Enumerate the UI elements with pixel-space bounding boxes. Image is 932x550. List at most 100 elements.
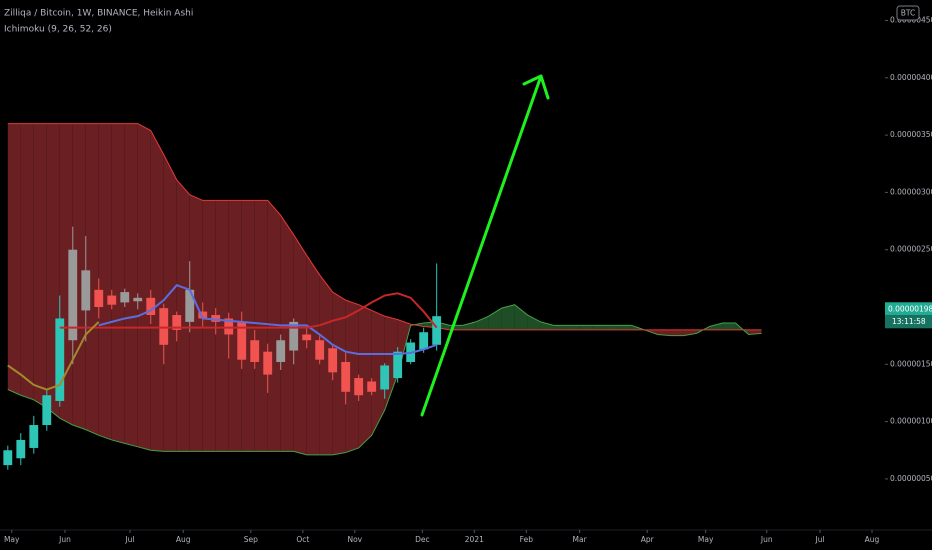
- cloud-segment: [592, 325, 606, 330]
- x-tick-label: 2021: [465, 535, 484, 544]
- candle-body: [302, 334, 312, 341]
- cloud-segment: [111, 123, 125, 444]
- candle-body: [55, 318, 65, 401]
- candle-body: [419, 332, 429, 350]
- x-tick-label: Jun: [760, 535, 773, 544]
- axes: 0.00000050 0.00000100 0.00000150 0.00000250…: [0, 16, 932, 544]
- currency-badge[interactable]: [896, 5, 920, 21]
- cloud-segment: [98, 123, 112, 440]
- y-tick-label: 0.00000300: [890, 187, 932, 196]
- x-tick-label: Jul: [814, 535, 824, 544]
- cloud-segment: [241, 200, 255, 452]
- cloud-segment: [85, 123, 99, 436]
- cloud-segment: [527, 315, 541, 330]
- candle-body: [393, 351, 403, 379]
- candle-body: [328, 348, 338, 373]
- cloud-segment: [540, 321, 554, 330]
- x-tick-label: Sep: [244, 535, 258, 544]
- candle-body: [146, 297, 156, 316]
- candle-body: [211, 315, 221, 322]
- cloud-segment: [319, 274, 333, 455]
- x-tick-label: May: [4, 535, 20, 544]
- candle-body: [237, 321, 247, 360]
- cloud-segment: [371, 310, 385, 436]
- cloud-segment: [553, 325, 567, 330]
- countdown-box: [885, 315, 932, 329]
- y-tick-label: 0.00000400: [890, 73, 932, 82]
- candle-body: [42, 395, 52, 426]
- last-price-label: 0.00000198: [888, 304, 932, 313]
- candle-body: [367, 381, 377, 392]
- trend-arrow: [420, 74, 543, 417]
- countdown-label: 13:11:58: [892, 317, 926, 326]
- cloud-segment: [33, 123, 47, 408]
- chart-title: Zilliqa / Bitcoin, 1W, BINANCE, Heikin A…: [4, 9, 193, 19]
- y-tick-label: 0.00000250: [890, 245, 932, 254]
- cloud-segment: [657, 329, 671, 336]
- cloud-segment: [722, 323, 736, 330]
- cloud-segment: [163, 154, 177, 452]
- cloud-segment: [462, 321, 476, 330]
- candle-body: [315, 340, 325, 360]
- candle-body: [276, 340, 286, 363]
- cloud-segment: [501, 304, 515, 330]
- cloud-segment: [579, 325, 593, 330]
- cloud-segment: [683, 329, 697, 336]
- x-tick-label: Apr: [641, 535, 655, 544]
- currency-label: BTC: [901, 9, 916, 18]
- cloud-segment: [306, 255, 320, 455]
- x-tick-label: May: [698, 535, 714, 544]
- candle-body: [432, 316, 442, 345]
- candle-body: [224, 318, 234, 335]
- x-tick-label: Jul: [124, 535, 134, 544]
- cloud-segment: [267, 200, 281, 452]
- y-tick-label: 0.00000100: [890, 417, 932, 426]
- cloud-segment: [514, 304, 528, 330]
- candle-body: [29, 425, 39, 448]
- candle-body: [16, 439, 26, 459]
- candle-body: [289, 321, 299, 351]
- ichimoku-line: [98, 284, 437, 355]
- y-tick-label: 0.00000350: [890, 130, 932, 139]
- x-tick-label: Feb: [520, 535, 534, 544]
- candle-body: [185, 289, 195, 322]
- x-tick-label: Jun: [58, 535, 71, 544]
- candle-body: [341, 362, 351, 392]
- cloud-segment: [345, 300, 359, 453]
- x-tick-label: Nov: [347, 535, 362, 544]
- cloud-segment: [280, 215, 294, 452]
- cloud-segment: [176, 179, 190, 452]
- x-tick-label: Dec: [415, 535, 430, 544]
- cloud-segment: [618, 325, 632, 330]
- candle-body: [250, 340, 260, 363]
- cloud-segment: [189, 194, 203, 452]
- indicator-label: Ichimoku (9, 26, 52, 26): [4, 25, 112, 35]
- candle-body: [263, 351, 273, 375]
- last-price-box: [885, 302, 932, 316]
- cloud-segment: [566, 325, 580, 330]
- candle-body: [107, 295, 117, 305]
- cloud-segment: [202, 200, 216, 452]
- y-tick-label: 0.00000150: [890, 359, 932, 368]
- cloud-segment: [475, 316, 489, 330]
- plot-area: [3, 123, 762, 470]
- candle-body: [159, 308, 169, 345]
- span-b-line: [7, 123, 762, 331]
- cloud-segment: [358, 304, 372, 448]
- cloud-segment: [709, 323, 723, 330]
- cloud-segment: [150, 130, 164, 452]
- x-tick-label: Oct: [296, 535, 309, 544]
- cloud-segment: [20, 123, 34, 400]
- cloud-segment: [7, 123, 21, 396]
- cloud-segment: [124, 123, 138, 447]
- ichimoku-line: [59, 292, 438, 329]
- candle-body: [133, 297, 143, 302]
- candle-body: [3, 450, 13, 466]
- span-a-line: [7, 304, 762, 456]
- x-tick-label: Aug: [176, 535, 191, 544]
- y-tick-label: 0.00000050: [890, 474, 932, 483]
- candle-body: [81, 270, 91, 311]
- candle-body: [172, 315, 182, 330]
- arrow-head: [522, 74, 550, 100]
